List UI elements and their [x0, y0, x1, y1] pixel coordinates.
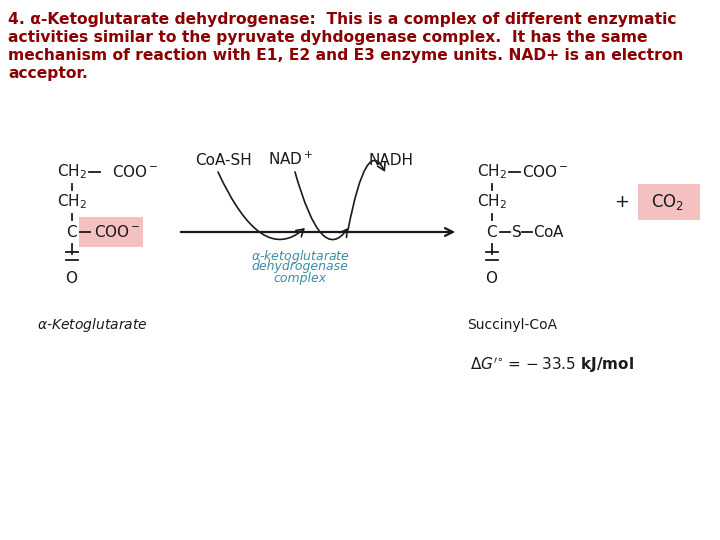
Text: $+$: $+$	[614, 193, 629, 211]
Text: NAD$^+$: NAD$^+$	[268, 151, 314, 168]
Text: $\mathsf{COO^-}$: $\mathsf{COO^-}$	[522, 164, 569, 180]
Text: $\alpha$-ketoglutarate: $\alpha$-ketoglutarate	[251, 248, 349, 265]
Text: complex: complex	[274, 272, 327, 285]
Text: $\mathsf{C}$: $\mathsf{C}$	[66, 224, 78, 240]
Text: activities similar to the pyruvate dyhdogenase complex.  It has the same: activities similar to the pyruvate dyhdo…	[8, 30, 647, 45]
Text: $\alpha$-Ketoglutarate: $\alpha$-Ketoglutarate	[37, 316, 148, 334]
Text: 4. α-Ketoglutarate dehydrogenase:  This is a complex of different enzymatic: 4. α-Ketoglutarate dehydrogenase: This i…	[8, 12, 677, 27]
Text: mechanism of reaction with E1, E2 and E3 enzyme units. NAD+ is an electron: mechanism of reaction with E1, E2 and E3…	[8, 48, 683, 63]
Text: $\mathsf{S}$: $\mathsf{S}$	[511, 224, 522, 240]
FancyArrowPatch shape	[295, 172, 347, 240]
Text: $\mathsf{CoA}$: $\mathsf{CoA}$	[533, 224, 565, 240]
Text: $\mathsf{COO^-}$: $\mathsf{COO^-}$	[94, 224, 140, 240]
Text: $\mathsf{CO_2}$: $\mathsf{CO_2}$	[652, 192, 685, 212]
Text: acceptor.: acceptor.	[8, 66, 88, 81]
Text: $\mathsf{COO^-}$: $\mathsf{COO^-}$	[112, 164, 158, 180]
FancyArrowPatch shape	[218, 172, 304, 239]
FancyArrowPatch shape	[348, 160, 385, 230]
Text: $\Delta G'^{\circ} = -33.5\ \mathbf{kJ/mol}$: $\Delta G'^{\circ} = -33.5\ \mathbf{kJ/m…	[470, 355, 634, 375]
Text: $\mathsf{CH_2}$: $\mathsf{CH_2}$	[477, 193, 507, 211]
Text: $\mathsf{O}$: $\mathsf{O}$	[485, 270, 498, 286]
Text: CoA-SH: CoA-SH	[195, 153, 252, 168]
Text: NADH: NADH	[368, 153, 413, 168]
Text: $\mathsf{C}$: $\mathsf{C}$	[486, 224, 498, 240]
Text: $\mathsf{O}$: $\mathsf{O}$	[66, 270, 78, 286]
Text: $\mathsf{CH_2}$: $\mathsf{CH_2}$	[57, 163, 87, 181]
Text: dehydrogenase: dehydrogenase	[251, 260, 348, 273]
FancyBboxPatch shape	[638, 184, 700, 220]
Text: $\mathsf{CH_2}$: $\mathsf{CH_2}$	[57, 193, 87, 211]
Text: Succinyl-CoA: Succinyl-CoA	[467, 318, 557, 332]
Text: $\mathsf{CH_2}$: $\mathsf{CH_2}$	[477, 163, 507, 181]
FancyBboxPatch shape	[79, 217, 143, 247]
